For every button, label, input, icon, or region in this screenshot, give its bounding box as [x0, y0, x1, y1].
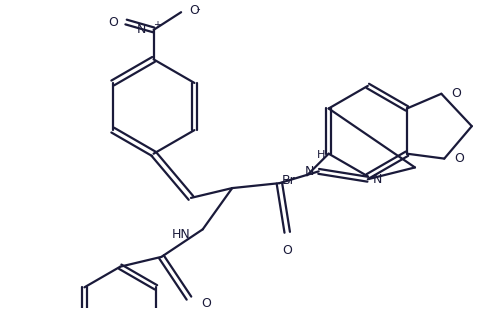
Text: HN: HN — [172, 228, 191, 241]
Text: -: - — [197, 4, 200, 14]
Text: N: N — [304, 165, 314, 178]
Text: O: O — [108, 16, 118, 28]
Text: O: O — [454, 152, 464, 165]
Text: N: N — [373, 173, 382, 186]
Text: H: H — [317, 149, 325, 160]
Text: Br: Br — [281, 174, 295, 187]
Text: O: O — [451, 87, 461, 100]
Text: O: O — [189, 4, 199, 17]
Text: O: O — [282, 244, 292, 257]
Text: O: O — [201, 296, 211, 310]
Text: N: N — [136, 23, 146, 37]
Text: +: + — [152, 20, 161, 30]
